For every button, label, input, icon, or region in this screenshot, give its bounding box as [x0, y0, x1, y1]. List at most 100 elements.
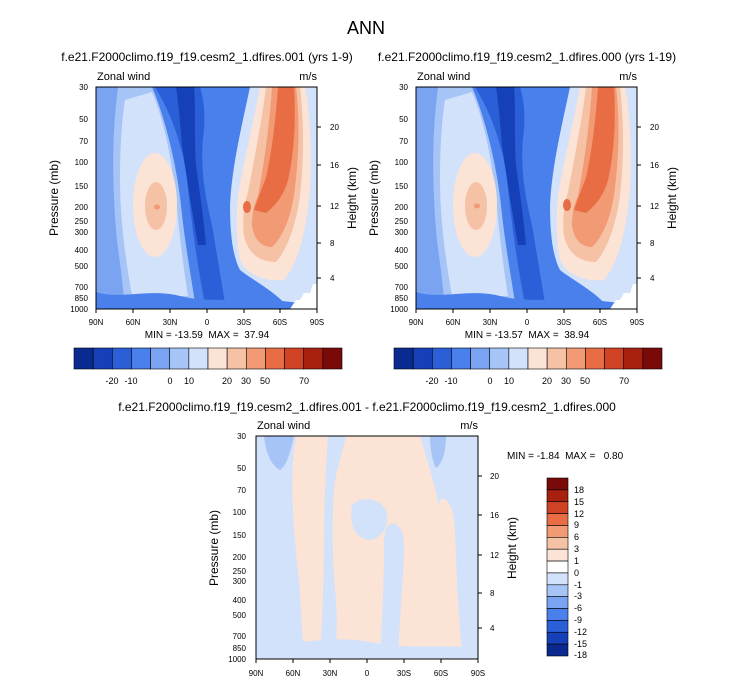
colorbar-swatch [111, 347, 132, 370]
colorbar-swatch [322, 347, 343, 370]
panel-1-ytick: 300 [75, 228, 89, 237]
panel-3-ytick: 1000 [228, 655, 246, 664]
panel-2-ytick: 70 [399, 137, 408, 146]
panel-1-unit-label: m/s [299, 71, 317, 83]
panel-1-height-ticks: 20 16 12 8 4 [317, 123, 339, 283]
colorbar-swatch [546, 347, 567, 370]
panel-3-ytick: 70 [237, 486, 246, 495]
panel-2-xtick: 30N [483, 318, 498, 327]
panel-3-xtick: 60S [434, 669, 448, 678]
panel-3-colorbar-tick: -3 [574, 591, 582, 601]
panel-1-height-tick: 16 [330, 161, 339, 170]
panel-3-ytick: 700 [233, 632, 247, 641]
colorbar-swatch [303, 347, 324, 370]
panel-1-colorbar-tick: 20 [222, 376, 232, 386]
panel-1-ytick: 70 [79, 137, 88, 146]
panel-3-xtick: 30S [397, 669, 411, 678]
panel-3-ytick: 500 [233, 611, 247, 620]
panel-2-ytick: 300 [395, 228, 409, 237]
panel-1-ytick: 100 [75, 158, 89, 167]
panel-3-ytick: 50 [237, 464, 246, 473]
panel-2-left-label: Zonal wind [417, 71, 470, 83]
panel-3-ylabel-right: Height (km) [505, 517, 519, 579]
panel-1-x-ticks: 90N 60N 30N 0 30S 60S 90S [89, 309, 324, 327]
panel-3-height-tick: 4 [490, 624, 495, 633]
panel-2-ytick: 400 [395, 246, 409, 255]
colorbar-swatch [604, 347, 625, 370]
panel-3-colorbar-tick: 12 [574, 509, 584, 519]
panel-3-ytick: 200 [233, 553, 247, 562]
panel-2-colorbar-tick: 20 [542, 376, 552, 386]
panel-1-colorbar-tick: 70 [299, 376, 309, 386]
panel-2-height-tick: 8 [650, 239, 655, 248]
panel-3-ytick: 850 [233, 644, 247, 653]
panel-2-height-tick: 20 [650, 123, 659, 132]
panel-2-ylabel-right: Height (km) [665, 167, 679, 229]
panel-3-left-label: Zonal wind [257, 420, 310, 432]
panel-2-y-ticks: 30 50 70 100 150 200 250 300 400 500 700… [390, 83, 408, 314]
panel-2-colorbar-tick: -10 [444, 376, 457, 386]
colorbar-swatch [412, 347, 433, 370]
colorbar-swatch [546, 525, 569, 538]
panel-3-ylabel: Pressure (mb) [207, 510, 221, 586]
panel-3-colorbar-tick: -6 [574, 603, 582, 613]
panel-2: f.e21.F2000climo.f19_f19.cesm2_1.dfires.… [367, 50, 679, 386]
panel-1-colorbar-labels: -20 -10 0 10 20 30 50 70 [105, 376, 309, 386]
panel-3-colorbar [546, 477, 569, 657]
panel-1-ytick: 150 [75, 182, 89, 191]
panel-3-colorbar-tick: -9 [574, 615, 582, 625]
panel-2-min-max: MIN = -13.57 MAX = 38.94 [465, 330, 590, 341]
colorbar-swatch [431, 347, 452, 370]
panel-1-height-tick: 20 [330, 123, 339, 132]
panel-1-colorbar-tick: 0 [167, 376, 172, 386]
panel-1-title: f.e21.F2000climo.f19_f19.cesm2_1.dfires.… [61, 50, 352, 64]
panel-1-ylabel-right: Height (km) [345, 167, 359, 229]
colorbar-swatch [131, 347, 151, 370]
colorbar-swatch [585, 347, 605, 370]
panel-2-colorbar-tick: 50 [580, 376, 590, 386]
colorbar-swatch [207, 347, 228, 370]
panel-2-height-ticks: 20 16 12 8 4 [637, 123, 659, 283]
panel-2-xtick: 60N [446, 318, 461, 327]
colorbar-swatch [546, 548, 569, 562]
colorbar-swatch [546, 560, 569, 574]
panel-3-colorbar-tick: 15 [574, 497, 584, 507]
colorbar-swatch [527, 347, 548, 370]
panel-2-contour-field [416, 87, 637, 309]
panel-1-min-max: MIN = -13.59 MAX = 37.94 [145, 330, 270, 341]
panel-3-colorbar-tick: 3 [574, 544, 579, 554]
colorbar-swatch [188, 347, 209, 370]
colorbar-swatch [546, 584, 569, 597]
colorbar-swatch [623, 347, 644, 370]
panel-1-ylabel: Pressure (mb) [47, 160, 61, 236]
panel-1-colorbar [73, 347, 343, 370]
panel-2-colorbar-tick: 0 [487, 376, 492, 386]
panel-3-colorbar-tick: -12 [574, 627, 587, 637]
colorbar-swatch [546, 537, 569, 550]
colorbar-swatch [546, 477, 569, 491]
panel-2-unit-label: m/s [619, 71, 637, 83]
panel-1-ytick: 30 [79, 83, 88, 92]
panel-3-ytick: 300 [233, 577, 247, 586]
panel-3-colorbar-tick: 9 [574, 520, 579, 530]
panel-2-colorbar-tick: 30 [561, 376, 571, 386]
panel-3-xtick: 30N [323, 669, 338, 678]
panel-1-xtick: 60S [273, 318, 287, 327]
panel-2-xtick: 0 [525, 318, 530, 327]
colorbar-swatch [169, 347, 190, 370]
panel-3-colorbar-tick: 0 [574, 568, 579, 578]
panel-2-title: f.e21.F2000climo.f19_f19.cesm2_1.dfires.… [378, 50, 676, 64]
panel-1-colorbar-tick: 30 [241, 376, 251, 386]
panel-2-ytick: 100 [395, 158, 409, 167]
colorbar-swatch [546, 631, 569, 645]
colorbar-swatch [546, 620, 569, 633]
panel-1-y-ticks: 30 50 70 100 150 200 250 300 400 500 700… [70, 83, 88, 314]
panel-1-ytick: 700 [75, 283, 89, 292]
panel-3-colorbar-tick: 1 [574, 556, 579, 566]
panel-2-x-ticks: 90N 60N 30N 0 30S 60S 90S [409, 309, 644, 327]
panel-3-colorbar-tick: -18 [574, 650, 587, 660]
panel-2-ytick: 150 [395, 182, 409, 191]
colorbar-swatch [565, 347, 586, 370]
panel-2-ytick: 1000 [390, 305, 408, 314]
